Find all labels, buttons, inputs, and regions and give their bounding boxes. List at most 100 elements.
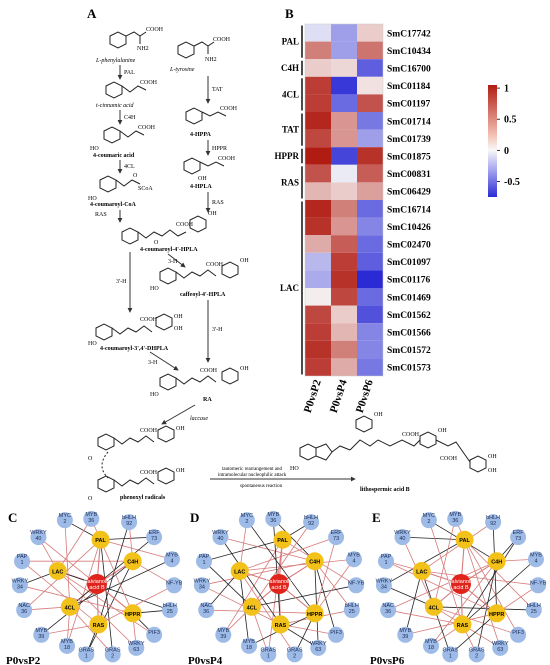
label-coa: 4-coumaroyl-CoA	[90, 202, 137, 208]
network-edge	[314, 537, 337, 614]
label-lab: lithospermic acid B	[360, 487, 410, 493]
tf-node-label: 36	[270, 518, 276, 524]
heatmap-cell	[305, 288, 331, 306]
tf-node	[378, 553, 395, 570]
tf-node	[14, 553, 31, 570]
group-label: PAL	[282, 37, 299, 47]
network-edge	[66, 539, 101, 646]
tf-node-label: bHLH	[304, 515, 318, 521]
network-edge	[57, 570, 137, 649]
tf-node	[485, 514, 502, 531]
heatmap-cell	[331, 305, 357, 324]
label-cou: 4-coumaric acid	[93, 153, 135, 159]
enzyme-node-label: PAL	[277, 538, 288, 544]
heatmap-cell	[331, 200, 357, 218]
tf-node-label: MYB	[85, 512, 97, 518]
enzyme-node	[487, 604, 506, 623]
network-edge	[388, 609, 463, 625]
tf-node-label: 34	[17, 584, 23, 590]
tf-node-label: 2	[427, 519, 430, 525]
colorbar-tick: 0.5	[504, 115, 517, 126]
heatmap-cell	[357, 288, 383, 306]
tf-node	[328, 529, 345, 546]
group-label: 4CL	[282, 89, 299, 99]
tf-node	[423, 637, 440, 654]
label-hppa: 4-HPPA	[190, 132, 212, 138]
center-node-label: Salvianolic	[266, 579, 293, 585]
network-edge	[388, 560, 497, 611]
label-radicals: phenoxyl radicals	[120, 495, 166, 501]
heatmap-cell	[305, 323, 331, 341]
heatmap-cell	[331, 164, 357, 183]
tf-node	[447, 510, 464, 527]
tf-node-label: MYB	[449, 512, 461, 518]
heatmap-cell	[331, 182, 357, 200]
tf-node-label: 2	[63, 519, 66, 525]
tf-node-label: 1	[449, 653, 452, 659]
network-edge	[462, 558, 537, 625]
network-edge	[98, 584, 175, 625]
enzyme-node	[424, 597, 443, 616]
tf-node-label: 4	[534, 558, 537, 564]
tf-node-label: 1	[267, 653, 270, 659]
tf-node	[163, 551, 180, 568]
gene-label: SmC01714	[387, 117, 431, 127]
tf-node-label: 25	[349, 609, 355, 615]
tf-node-label: 63	[133, 647, 139, 653]
tf-node-label: 39	[220, 634, 226, 640]
tf-node-label: WRKY	[30, 530, 47, 536]
heatmap-cell	[331, 112, 357, 130]
enzyme-node-label: LAC	[416, 569, 427, 575]
tf-node	[328, 626, 345, 643]
network-edge	[314, 559, 355, 614]
gene-label: SmC06429	[387, 188, 431, 198]
tf-node-label: 25	[531, 609, 537, 615]
tf-node-label: NAC	[200, 603, 212, 609]
tf-node-label: MYB	[35, 628, 47, 634]
heatmap-cell	[331, 129, 357, 148]
heatmap-cell	[357, 217, 383, 236]
heatmap-cell	[305, 94, 331, 112]
heatmap-cell	[331, 24, 357, 42]
network-edge	[402, 536, 465, 541]
tf-node	[166, 577, 183, 594]
heatmap-column-labels: P0vsP2 P0vsP4 P0vsP6	[302, 378, 376, 415]
heatmap-cells	[304, 23, 384, 377]
tf-node-label: NF-YB	[348, 580, 365, 586]
tf-node	[146, 529, 163, 546]
atom-ho-lab: HO	[290, 466, 299, 472]
tf-node-label: WRKY	[492, 641, 509, 647]
tf-node-label: 73	[515, 536, 521, 542]
atom-cooh-cou: COOH	[138, 125, 156, 131]
heatmap-cell	[357, 41, 383, 60]
tf-node-label: 36	[88, 518, 94, 524]
heatmap-cell	[331, 217, 357, 236]
gene-label: SmC01739	[387, 135, 431, 145]
atom-o-c4hpla: O	[154, 240, 159, 246]
heatmap-cell	[357, 94, 383, 112]
enzyme-ras-2: RAS	[95, 212, 107, 218]
heatmap-colorbar: 1 0.5 0 -0.5	[488, 84, 520, 197]
tf-node-label: WRKY	[128, 641, 145, 647]
tf-node	[212, 529, 229, 546]
heatmap-cell	[331, 288, 357, 306]
enzyme-node	[271, 615, 290, 634]
tf-node-label: GRAS	[105, 647, 121, 653]
gene-label: SmC01469	[387, 293, 431, 303]
tf-node-label: GRAS	[442, 647, 458, 653]
tf-node-label: MYB	[399, 628, 411, 634]
atom-oh-lab-4: OH	[488, 468, 497, 474]
atom-oh-rad-1: OH	[176, 426, 185, 432]
enzyme-3h-d: 3-H	[148, 360, 158, 366]
tf-node-label: MYB	[61, 639, 73, 645]
center-node	[451, 574, 471, 594]
compound-coa: SCoA O HO 4-coumaroyl-CoA	[88, 173, 153, 208]
heatmap-cell	[305, 59, 331, 77]
tf-node-label: 2	[293, 653, 296, 659]
atom-o-rad-2: O	[88, 496, 93, 502]
network-edge	[220, 536, 281, 625]
tf-node	[146, 626, 163, 643]
enzyme-node	[242, 597, 261, 616]
center-node	[87, 574, 107, 594]
enzyme-node	[89, 615, 108, 634]
